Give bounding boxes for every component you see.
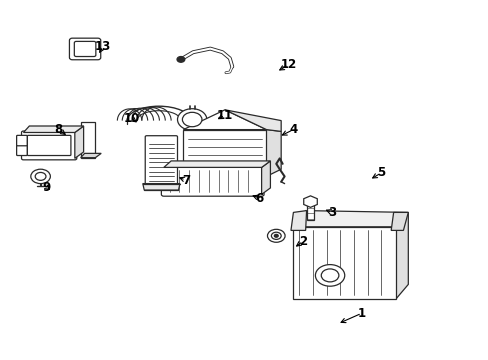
Circle shape [35, 172, 46, 180]
Polygon shape [261, 161, 270, 194]
Polygon shape [390, 212, 407, 230]
Text: 8: 8 [55, 123, 62, 136]
FancyBboxPatch shape [17, 145, 27, 156]
Polygon shape [290, 211, 306, 230]
FancyBboxPatch shape [161, 166, 264, 196]
Polygon shape [303, 196, 317, 207]
Circle shape [31, 169, 50, 184]
FancyBboxPatch shape [74, 41, 96, 57]
Polygon shape [183, 110, 266, 130]
Circle shape [274, 234, 278, 237]
Text: 1: 1 [357, 307, 365, 320]
Text: 2: 2 [299, 235, 306, 248]
FancyBboxPatch shape [293, 227, 395, 299]
FancyBboxPatch shape [183, 130, 266, 176]
Text: 4: 4 [289, 123, 297, 136]
Circle shape [177, 57, 184, 62]
Polygon shape [395, 212, 407, 299]
Text: 9: 9 [42, 181, 50, 194]
Text: 11: 11 [216, 109, 233, 122]
FancyBboxPatch shape [306, 202, 313, 220]
Circle shape [267, 229, 285, 242]
FancyBboxPatch shape [21, 131, 77, 160]
Polygon shape [23, 126, 83, 132]
Polygon shape [142, 184, 180, 190]
Polygon shape [298, 211, 407, 227]
Circle shape [271, 232, 281, 239]
Text: 6: 6 [255, 192, 263, 204]
Polygon shape [81, 153, 101, 158]
FancyBboxPatch shape [17, 135, 27, 146]
Circle shape [321, 269, 338, 282]
Text: 13: 13 [94, 40, 111, 53]
Text: 7: 7 [182, 174, 189, 186]
FancyBboxPatch shape [81, 122, 95, 158]
FancyBboxPatch shape [188, 176, 261, 191]
Polygon shape [224, 110, 281, 131]
FancyBboxPatch shape [145, 136, 177, 185]
Circle shape [177, 109, 206, 130]
Text: 5: 5 [377, 166, 385, 179]
Polygon shape [266, 130, 281, 176]
Text: 10: 10 [123, 112, 140, 125]
FancyBboxPatch shape [27, 135, 71, 156]
Polygon shape [163, 161, 270, 167]
Text: 12: 12 [280, 58, 296, 71]
Circle shape [182, 112, 202, 127]
Polygon shape [72, 39, 100, 40]
Text: 3: 3 [328, 206, 336, 219]
FancyBboxPatch shape [69, 38, 101, 60]
Polygon shape [75, 126, 83, 158]
Circle shape [315, 265, 344, 286]
